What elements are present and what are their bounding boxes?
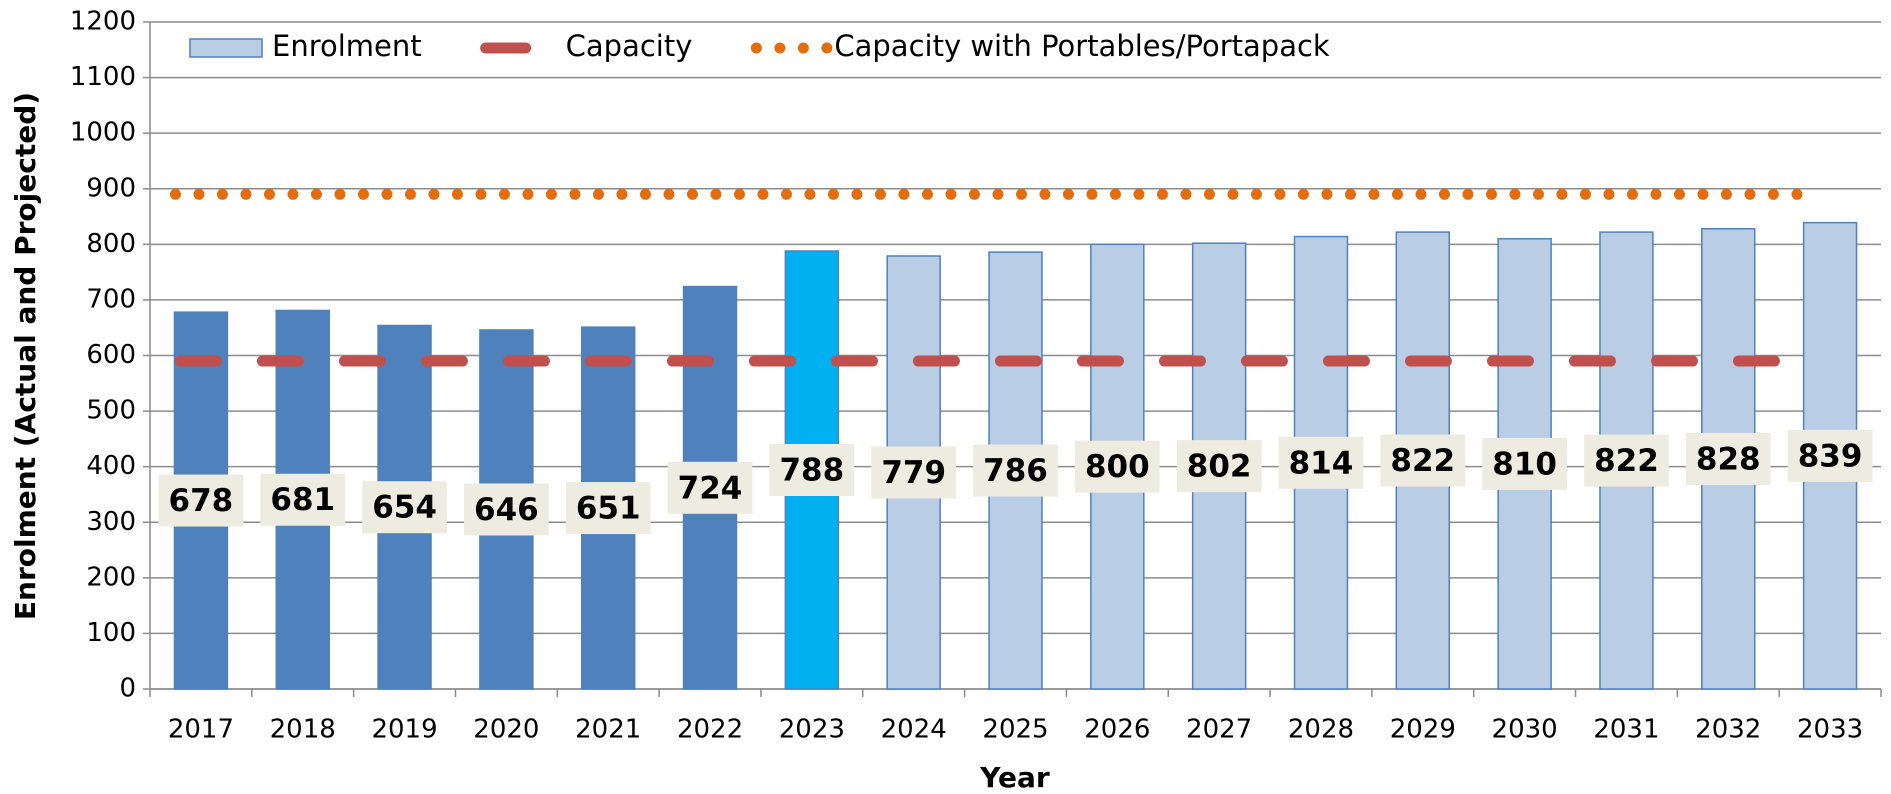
- data-label: 651: [576, 491, 641, 527]
- data-label: 646: [474, 492, 539, 528]
- legend-label: Capacity with Portables/Portapack: [834, 29, 1330, 63]
- y-tick-label: 900: [86, 173, 136, 203]
- x-tick-label: 2019: [371, 715, 437, 745]
- data-label-box: [260, 473, 346, 526]
- data-label-box: [973, 444, 1058, 497]
- y-tick-label: 600: [86, 340, 136, 370]
- x-tick-label: 2032: [1695, 715, 1761, 745]
- x-tick-label: 2025: [982, 715, 1048, 745]
- y-tick-label: 300: [86, 507, 136, 537]
- data-label-box: [769, 444, 855, 497]
- data-label: 654: [372, 490, 437, 526]
- data-label: 828: [1696, 441, 1761, 477]
- x-tick-label: 2027: [1186, 715, 1252, 745]
- y-tick-label: 1100: [70, 62, 136, 92]
- data-label: 814: [1289, 445, 1354, 481]
- data-label-box: [1685, 432, 1771, 485]
- y-tick-label: 800: [86, 229, 136, 259]
- x-tick-label: 2023: [779, 715, 845, 745]
- y-tick-label: 100: [86, 618, 136, 648]
- data-label-box: [1176, 440, 1262, 493]
- legend-label: Capacity: [566, 29, 693, 63]
- x-axis-label: Year: [979, 761, 1050, 794]
- data-label: 839: [1798, 438, 1863, 474]
- x-tick-label: 2026: [1084, 715, 1150, 745]
- data-label-box: [362, 481, 447, 534]
- data-label-box: [158, 474, 244, 527]
- x-tick-label: 2029: [1390, 715, 1456, 745]
- data-label: 779: [881, 455, 946, 491]
- y-tick-label: 200: [86, 562, 136, 592]
- data-label-box: [1278, 436, 1364, 489]
- data-label-box: [1074, 440, 1160, 493]
- data-label: 724: [678, 470, 743, 506]
- data-label-box: [1787, 429, 1873, 482]
- data-label: 822: [1594, 443, 1659, 479]
- x-tick-label: 2018: [270, 715, 336, 745]
- x-tick-label: 2031: [1593, 715, 1659, 745]
- x-tick-label: 2017: [168, 715, 234, 745]
- x-tick-label: 2022: [677, 715, 743, 745]
- data-label: 786: [983, 453, 1048, 489]
- x-tick-label: 2021: [575, 715, 641, 745]
- y-tick-label: 400: [86, 451, 136, 481]
- data-label-box: [565, 482, 651, 535]
- x-tick-label: 2020: [473, 715, 539, 745]
- x-tick-label: 2030: [1492, 715, 1558, 745]
- legend-swatch: [189, 38, 263, 58]
- data-label-box: [1584, 434, 1669, 487]
- legend-label: Enrolment: [272, 29, 422, 63]
- data-label: 822: [1390, 443, 1455, 479]
- x-tick-label: 2033: [1797, 715, 1863, 745]
- y-tick-label: 700: [86, 284, 136, 314]
- data-label-box: [871, 446, 957, 499]
- data-label: 678: [169, 483, 234, 519]
- data-label: 800: [1085, 449, 1150, 485]
- data-label: 810: [1492, 446, 1557, 482]
- y-tick-label: 500: [86, 396, 136, 426]
- data-label: 681: [270, 482, 335, 518]
- y-tick-label: 0: [119, 674, 136, 704]
- data-label-box: [1482, 437, 1567, 490]
- data-label-box: [1380, 434, 1466, 487]
- x-tick-label: 2024: [881, 715, 947, 745]
- y-tick-label: 1000: [70, 118, 136, 148]
- y-tick-label: 1200: [70, 7, 136, 37]
- data-label-box: [464, 483, 549, 536]
- data-label-box: [667, 461, 753, 514]
- y-axis-label: Enrolment (Actual and Projected): [9, 92, 42, 620]
- x-tick-label: 2028: [1288, 715, 1354, 745]
- data-label: 802: [1187, 449, 1252, 485]
- data-label: 788: [779, 453, 844, 489]
